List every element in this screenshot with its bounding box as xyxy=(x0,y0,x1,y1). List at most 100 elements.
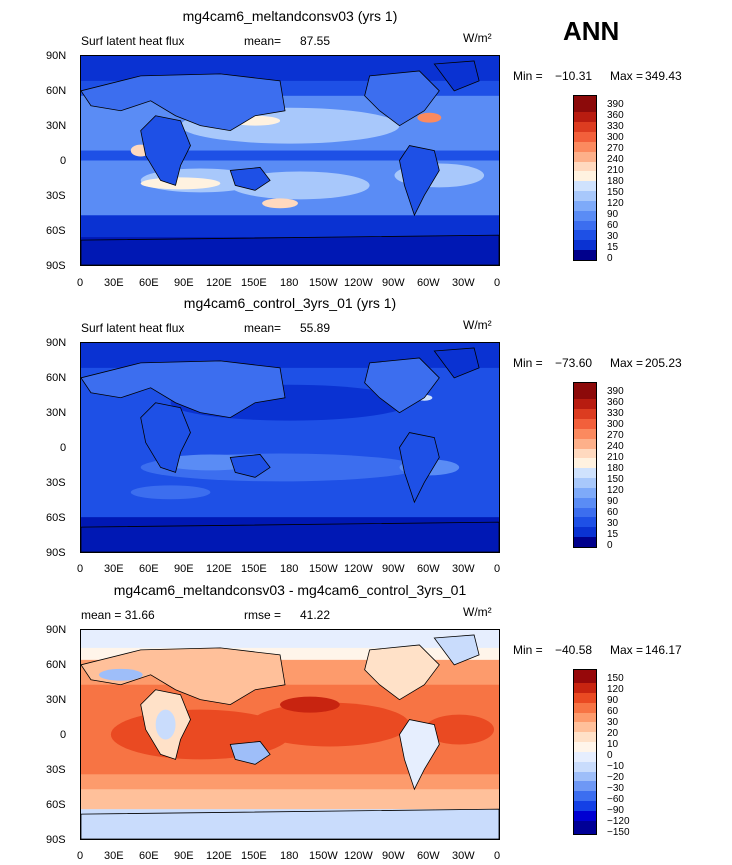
panel1-lon-tick: 180 xyxy=(280,277,299,289)
panel2-lon-tick: 60E xyxy=(139,563,159,575)
panel3-lon-tick: 150E xyxy=(241,850,267,862)
panel2-map xyxy=(80,342,500,553)
panel3-lon-tick: 0 xyxy=(494,850,501,862)
panel1-lat-tick: 30N xyxy=(46,120,67,132)
panel2-lon-tick: 150E xyxy=(241,563,267,575)
panel1-max-label: Max = xyxy=(610,69,644,83)
panel3-title: mg4cam6_meltandconsv03 - mg4cam6_control… xyxy=(113,582,467,598)
panel2-lon-tick: 30W xyxy=(452,563,475,575)
panel3-lat-tick: 30S xyxy=(46,764,66,776)
panel3-min-value: −40.58 xyxy=(555,643,593,657)
panel1-lon-tick: 120E xyxy=(206,277,232,289)
panel2-lon-tick: 90E xyxy=(174,563,194,575)
panel3-lon-tick: 180 xyxy=(280,850,299,862)
panel2-lon-tick: 90W xyxy=(382,563,405,575)
panel3-lat-tick: 0 xyxy=(60,729,67,741)
panel2-colorbar-labels: 390 360 330 300 270 240 210 180 150 120 90 60 30 15 0 xyxy=(607,386,624,551)
panel2-lat-tick: 60N xyxy=(46,372,67,384)
panel1-lon-tick: 0 xyxy=(77,277,84,289)
panel2-lat-tick: 60S xyxy=(46,512,66,524)
panel1-lon-tick: 120W xyxy=(344,277,373,289)
panel2-max-value: 205.23 xyxy=(645,356,682,370)
panel3-lon-tick: 30E xyxy=(104,850,124,862)
panel3-lat-tick: 60S xyxy=(46,799,66,811)
panel1-variable-label: Surf latent heat flux xyxy=(81,34,185,48)
panel1-map xyxy=(80,55,500,266)
panel3-colorbar xyxy=(573,669,597,835)
panel1-lat-tick: 60S xyxy=(46,225,66,237)
panel3-lat-tick: 90N xyxy=(46,624,67,636)
panel2-lon-tick: 180 xyxy=(280,563,299,575)
panel3-colorbar-labels: 150 120 90 60 30 20 10 0 −10 −20 −30 −60 −90 −120 −150 xyxy=(607,673,630,838)
panel3-lon-tick: 90W xyxy=(382,850,405,862)
panel2-lat-tick: 30S xyxy=(46,477,66,489)
panel1-lon-tick: 30E xyxy=(104,277,124,289)
panel3-max-value: 146.17 xyxy=(645,643,682,657)
panel2-min-value: −73.60 xyxy=(555,356,593,370)
panel3-max-label: Max = xyxy=(610,643,644,657)
panel3-lon-tick: 120E xyxy=(206,850,232,862)
panel1-lat-tick: 90N xyxy=(46,50,67,62)
panel1-title: mg4cam6_meltandconsv03 (yrs 1) xyxy=(182,8,398,24)
panel1-min-label: Min = xyxy=(513,69,543,83)
panel3-rmse-value: 41.22 xyxy=(300,608,331,622)
panel1-lat-tick: 30S xyxy=(46,190,66,202)
panel1-map-field xyxy=(81,56,499,265)
season-label: ANN xyxy=(563,16,620,46)
panel1-units: W/m² xyxy=(463,31,492,45)
panel1-lon-tick: 30W xyxy=(452,277,475,289)
panel1-mean-label: mean= xyxy=(244,34,282,48)
panel3-lon-tick: 60W xyxy=(417,850,440,862)
panel3-map xyxy=(80,629,500,840)
panel3-lon-tick: 90E xyxy=(174,850,194,862)
panel1-lon-tick: 150E xyxy=(241,277,267,289)
panel2-lat-tick: 90N xyxy=(46,337,67,349)
panel2-lat-tick: 90S xyxy=(46,547,66,559)
panel1-lon-tick: 90E xyxy=(174,277,194,289)
panel2-lon-tick: 0 xyxy=(77,563,84,575)
panel2-lon-tick: 150W xyxy=(309,563,338,575)
panel1-min-value: −10.31 xyxy=(555,69,593,83)
panel1-lon-tick: 60W xyxy=(417,277,440,289)
panel1-colorbar-labels: 390 360 330 300 270 240 210 180 150 120 90 60 30 15 0 xyxy=(607,99,624,264)
panel3-rmse-label: rmse = xyxy=(244,608,282,622)
panel3-lon-tick: 120W xyxy=(344,850,373,862)
panel1-lon-tick: 150W xyxy=(309,277,338,289)
panel2-map-field xyxy=(81,343,499,552)
panel2-lon-tick: 30E xyxy=(104,563,124,575)
panel2-lon-tick: 60W xyxy=(417,563,440,575)
panel1-lon-tick: 90W xyxy=(382,277,405,289)
panel2-mean-label: mean= xyxy=(244,321,282,335)
panel1-lat-tick: 0 xyxy=(60,155,67,167)
panel3-min-label: Min = xyxy=(513,643,543,657)
panel3-lon-tick: 150W xyxy=(309,850,338,862)
panel2-title: mg4cam6_control_3yrs_01 (yrs 1) xyxy=(183,295,397,311)
panel2-lat-tick: 30N xyxy=(46,407,67,419)
panel3-lat-tick: 60N xyxy=(46,659,67,671)
panel2-colorbar xyxy=(573,382,597,548)
panel3-mean-label: mean = 31.66 xyxy=(81,608,155,622)
panel1-lon-tick: 0 xyxy=(494,277,501,289)
panel3-units: W/m² xyxy=(463,605,492,619)
panel3-lat-tick: 30N xyxy=(46,694,67,706)
panel2-lon-tick: 120E xyxy=(206,563,232,575)
panel1-lat-tick: 60N xyxy=(46,85,67,97)
panel3-lon-tick: 0 xyxy=(77,850,84,862)
panel1-mean-value: 87.55 xyxy=(300,34,331,48)
panel2-units: W/m² xyxy=(463,318,492,332)
panel3-map-field xyxy=(81,630,499,839)
panel1-lat-tick: 90S xyxy=(46,260,66,272)
panel2-lon-tick: 0 xyxy=(494,563,501,575)
panel3-lat-tick: 90S xyxy=(46,834,66,846)
panel1-lon-tick: 60E xyxy=(139,277,159,289)
panel3-lon-tick: 60E xyxy=(139,850,159,862)
panel2-lon-tick: 120W xyxy=(344,563,373,575)
panel2-lat-tick: 0 xyxy=(60,442,67,454)
panel2-variable-label: Surf latent heat flux xyxy=(81,321,185,335)
panel2-mean-value: 55.89 xyxy=(300,321,331,335)
panel3-lon-tick: 30W xyxy=(452,850,475,862)
panel1-colorbar xyxy=(573,95,597,261)
panel2-min-label: Min = xyxy=(513,356,543,370)
panel1-max-value: 349.43 xyxy=(645,69,682,83)
panel2-max-label: Max = xyxy=(610,356,644,370)
